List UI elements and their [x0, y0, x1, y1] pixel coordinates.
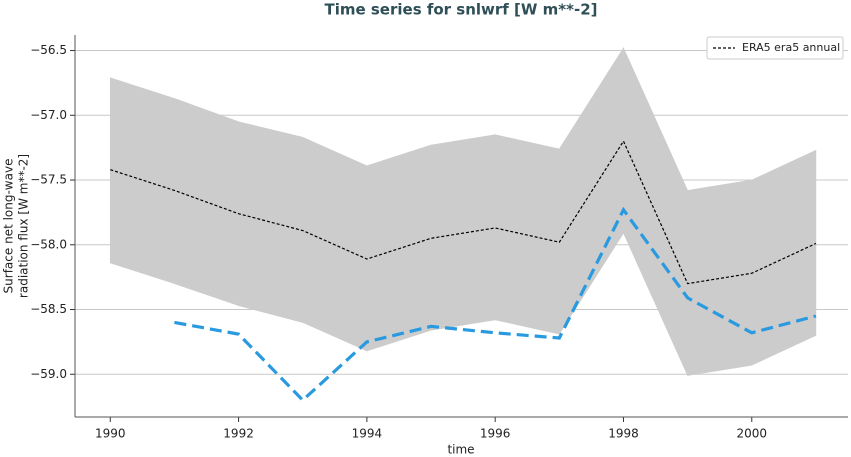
- x-axis-label: time: [447, 443, 474, 457]
- legend-box: [706, 36, 844, 60]
- x-tick-label: 1992: [223, 427, 254, 441]
- band-segment: [494, 134, 560, 335]
- x-tick-label: 1990: [95, 427, 126, 441]
- series-line: [110, 139, 817, 285]
- y-tick-label: −58.0: [30, 237, 67, 251]
- y-tick-label: −57.5: [30, 173, 67, 187]
- chart-title: Time series for snlwrf [W m**-2]: [324, 1, 597, 19]
- band-segment: [430, 134, 496, 331]
- x-tick-label: 1998: [608, 427, 639, 441]
- x-tick-label: 1994: [352, 427, 383, 441]
- y-axis-label-line: Surface net long-wave: [2, 159, 16, 294]
- x-tick-label: 2000: [737, 427, 768, 441]
- legend-label: ERA5 era5 annual: [742, 41, 840, 54]
- x-tick-label: 1996: [480, 427, 511, 441]
- y-tick-label: −56.5: [30, 43, 67, 57]
- y-tick-label: −59.0: [30, 367, 67, 381]
- y-tick-label: −57.0: [30, 108, 67, 122]
- series-line: [174, 206, 817, 403]
- band-segment: [109, 77, 175, 285]
- y-axis-label-line: radiation flux [W m**-2]: [17, 154, 31, 298]
- y-axis-label: Surface net long-wave radiation flux [W …: [2, 154, 31, 298]
- band-segment: [366, 144, 432, 352]
- band-segment: [687, 179, 753, 376]
- band-segment: [238, 121, 304, 323]
- y-tick-label: −58.5: [30, 302, 67, 316]
